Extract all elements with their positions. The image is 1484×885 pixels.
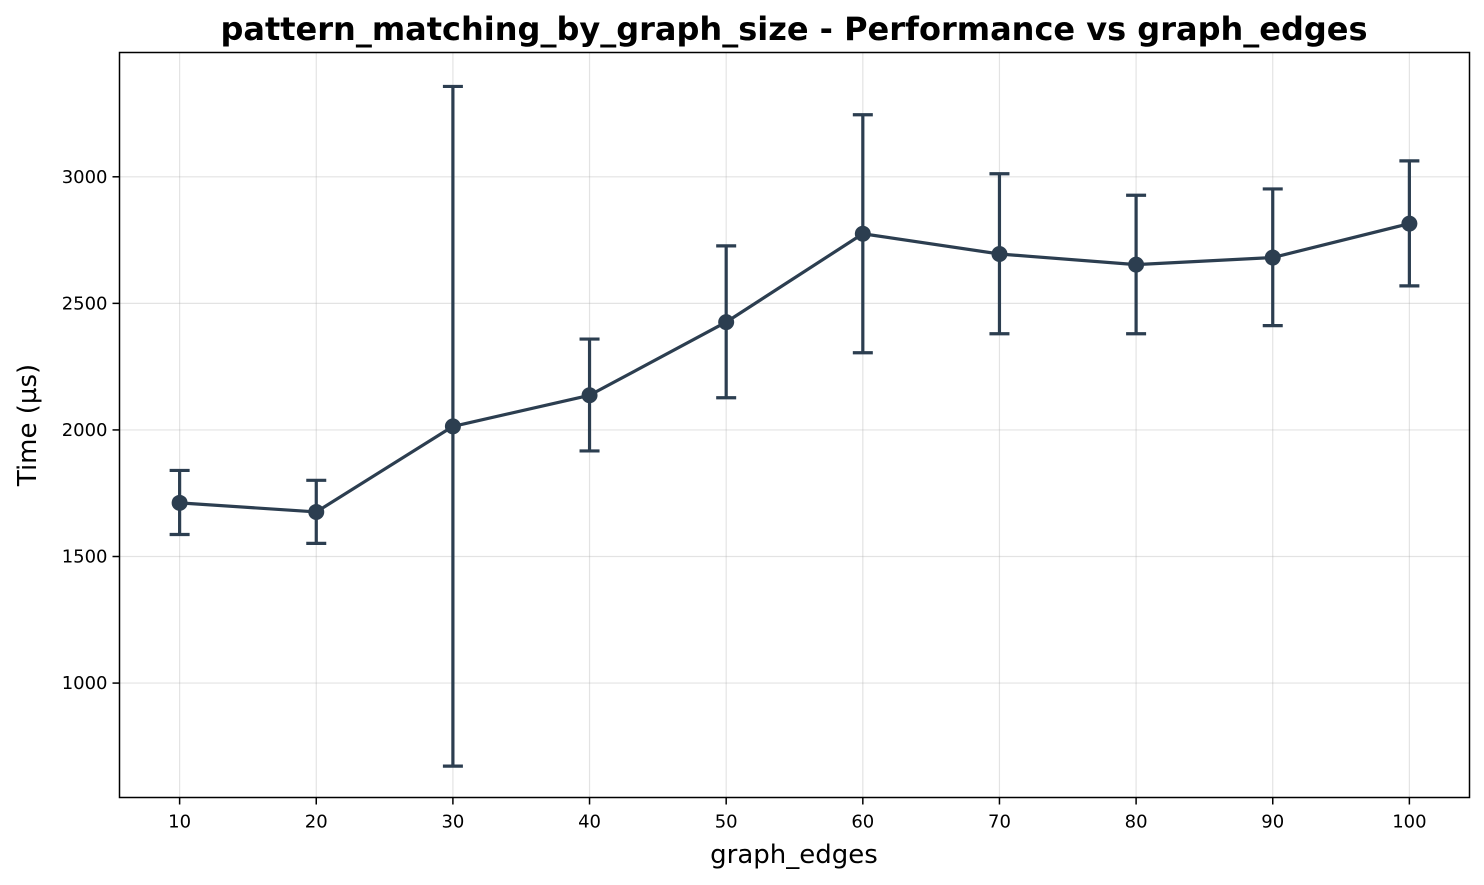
data-point <box>854 225 871 242</box>
data-point <box>171 494 188 511</box>
series-line <box>179 222 1410 514</box>
x-tick-label: 30 <box>441 812 464 833</box>
x-tick-label: 70 <box>988 812 1011 833</box>
data-point <box>1264 249 1281 266</box>
x-tick-label: 60 <box>851 812 874 833</box>
y-tick-label: 1000 <box>62 673 108 694</box>
data-point <box>444 418 461 435</box>
grid <box>119 52 1470 798</box>
chart-title: pattern_matching_by_graph_size - Perform… <box>220 10 1367 48</box>
x-tick-label: 40 <box>578 812 601 833</box>
plot-frame <box>118 51 1471 799</box>
x-tick-label: 50 <box>715 812 738 833</box>
x-axis-label: graph_edges <box>710 840 878 870</box>
axis-ticks: 10 20 30 40 50 60 70 80 90 100 1000 1500 2000 2500 300… <box>62 167 1427 833</box>
data-point <box>581 387 598 404</box>
x-tick-label: 20 <box>305 812 328 833</box>
x-tick-label: 100 <box>1392 812 1426 833</box>
x-tick-label: 90 <box>1261 812 1284 833</box>
x-tick-label: 10 <box>168 812 191 833</box>
data-point <box>1401 215 1418 232</box>
y-tick-label: 2000 <box>62 420 108 441</box>
x-tick-label: 80 <box>1125 812 1148 833</box>
data-points <box>171 215 1418 520</box>
y-axis-label: Time (µs) <box>13 364 43 487</box>
data-point <box>991 246 1008 263</box>
y-tick-label: 3000 <box>62 167 108 188</box>
data-point <box>718 314 735 331</box>
y-tick-label: 2500 <box>62 293 108 314</box>
data-point <box>308 503 325 520</box>
data-point <box>1128 256 1145 273</box>
error-bars <box>169 84 1420 768</box>
y-tick-label: 1500 <box>62 547 108 568</box>
